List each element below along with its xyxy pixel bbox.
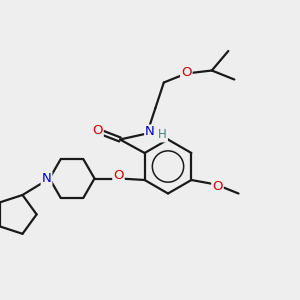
Text: O: O (212, 179, 223, 193)
Text: O: O (92, 124, 103, 137)
Text: O: O (113, 169, 124, 182)
Text: O: O (181, 65, 192, 79)
Text: N: N (145, 125, 155, 139)
Text: N: N (42, 172, 51, 185)
Text: H: H (158, 128, 167, 142)
